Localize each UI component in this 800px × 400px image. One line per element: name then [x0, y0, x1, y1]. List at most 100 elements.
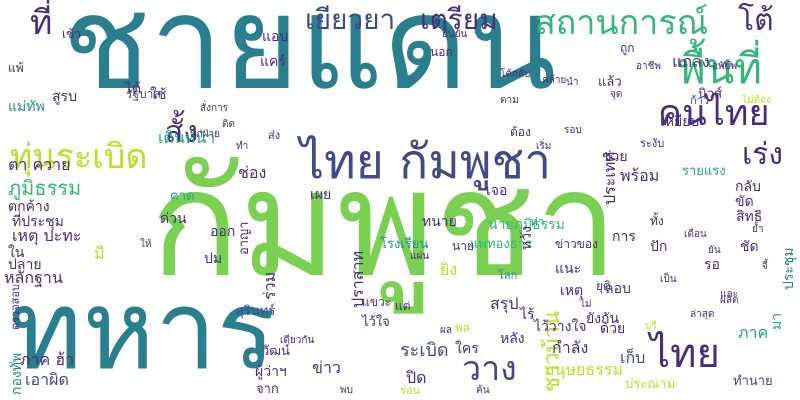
- word: ไม่ต้อง: [742, 95, 772, 106]
- word: ติด: [222, 119, 235, 130]
- word: ที่: [30, 3, 53, 43]
- word: บุรี: [645, 321, 657, 332]
- word: เดินหน้า: [158, 128, 216, 147]
- word: ข่าว: [312, 358, 341, 377]
- word: ทำนาย: [733, 374, 773, 389]
- word: เร่ง: [742, 137, 784, 172]
- word: การ: [612, 229, 636, 245]
- word: ได้: [125, 81, 142, 97]
- word: แขวะ: [362, 295, 392, 309]
- word: ไว้วางใจ: [534, 319, 587, 335]
- word: ทหาร: [10, 266, 276, 394]
- word: คล้าย: [542, 75, 567, 86]
- word: และ: [720, 289, 738, 300]
- word: เก็บ: [620, 348, 646, 367]
- word: สรุป: [490, 294, 519, 313]
- word: สั่งการ: [200, 103, 229, 114]
- word: พื้นที่: [678, 44, 763, 93]
- word: ลอบ: [605, 281, 631, 297]
- word: จี้: [762, 261, 768, 272]
- word: มา: [769, 312, 785, 330]
- word: ชัด: [740, 239, 759, 255]
- word: ระเบิด: [400, 340, 449, 361]
- word: ล่าสุด: [690, 309, 715, 320]
- word: ใช้: [150, 87, 167, 103]
- word: สถานการณ์: [535, 3, 709, 43]
- word: ประชุม: [781, 247, 797, 290]
- word: นายภูมิธรรม: [488, 217, 565, 233]
- word: ข่าวของ: [555, 237, 598, 251]
- word: อพยพ: [712, 61, 738, 72]
- word: ถูก: [620, 41, 635, 55]
- word: ไร้: [520, 307, 535, 323]
- word: ทั้ง: [650, 214, 664, 228]
- word: วาง: [462, 349, 517, 389]
- word: ไทย: [650, 331, 720, 377]
- word: แต่: [395, 299, 411, 313]
- word: ปม: [204, 251, 223, 267]
- word: ตาม: [500, 95, 519, 106]
- word: อาญา: [237, 221, 252, 255]
- word: หวัง: [519, 226, 535, 250]
- word: ด้วย: [600, 321, 626, 337]
- word: แนะ: [555, 261, 582, 277]
- word: สูรบ: [52, 89, 77, 105]
- word: แม่ทัพ: [8, 99, 45, 115]
- word: ที่ประชุม: [12, 214, 64, 230]
- word: ด่วน: [160, 211, 187, 227]
- word: เตือน: [684, 229, 707, 240]
- word: ให้: [140, 239, 152, 250]
- word: หลักฐาน: [4, 268, 63, 287]
- word: สิทธิ: [736, 209, 763, 225]
- word: นอก: [430, 45, 453, 59]
- word: เหตุ ปะทะ: [12, 226, 82, 245]
- word: เริ่ม: [536, 141, 552, 152]
- word: จุด: [610, 89, 623, 100]
- word: พล: [455, 321, 471, 335]
- word: เจอ: [486, 183, 508, 199]
- word: พร้อม: [620, 166, 660, 185]
- word: เหตุ: [560, 283, 584, 299]
- word: ผลิต: [720, 295, 739, 306]
- word: ยัน: [708, 245, 721, 256]
- word: เยียวยา: [305, 3, 396, 36]
- word: แคร์: [260, 54, 286, 70]
- word: เข้า: [62, 27, 82, 41]
- word: โลก: [498, 269, 518, 282]
- word: เผย: [310, 187, 332, 203]
- word: ยุติ: [596, 279, 611, 293]
- word: ยิง: [440, 260, 458, 279]
- word: โต้กลับ: [500, 69, 531, 80]
- word: เป็น: [660, 274, 677, 285]
- word: ยังกัน: [586, 311, 620, 327]
- word: ผู้ว่าฯ: [255, 364, 287, 380]
- word: ส่ง: [268, 129, 281, 142]
- word: รัฐบาล: [126, 87, 161, 101]
- word: ไว้ใจ: [362, 315, 390, 330]
- word: ร่วม: [260, 271, 279, 300]
- word: ตรวจสอบ: [9, 284, 22, 330]
- word: คนไทย: [658, 93, 770, 134]
- word: ไม่: [580, 299, 592, 310]
- word: สุรินทร์: [236, 304, 276, 319]
- word: เตรียม: [420, 3, 498, 36]
- word: ค้น: [476, 385, 490, 396]
- word: ขัด: [735, 194, 754, 210]
- word: ทำ: [236, 141, 249, 152]
- word: กลับ: [735, 179, 761, 195]
- word: สั้ง: [165, 115, 198, 150]
- word: ทุกฝ่าย: [190, 129, 220, 140]
- word: ปิด: [406, 368, 427, 387]
- word: นำ: [566, 77, 579, 88]
- word: ยืนยัน: [442, 29, 468, 40]
- word: นาย: [452, 239, 474, 253]
- word: ภาค: [738, 323, 769, 342]
- word: คาด: [170, 189, 195, 204]
- word: แล้ว: [598, 75, 622, 90]
- word: ช่วย: [602, 149, 628, 165]
- word: แพ้: [8, 61, 24, 75]
- word: ทนาย: [422, 214, 457, 230]
- word: แถลง: [672, 52, 710, 71]
- word: ย้ำ: [752, 224, 764, 235]
- word: รอ: [704, 257, 720, 273]
